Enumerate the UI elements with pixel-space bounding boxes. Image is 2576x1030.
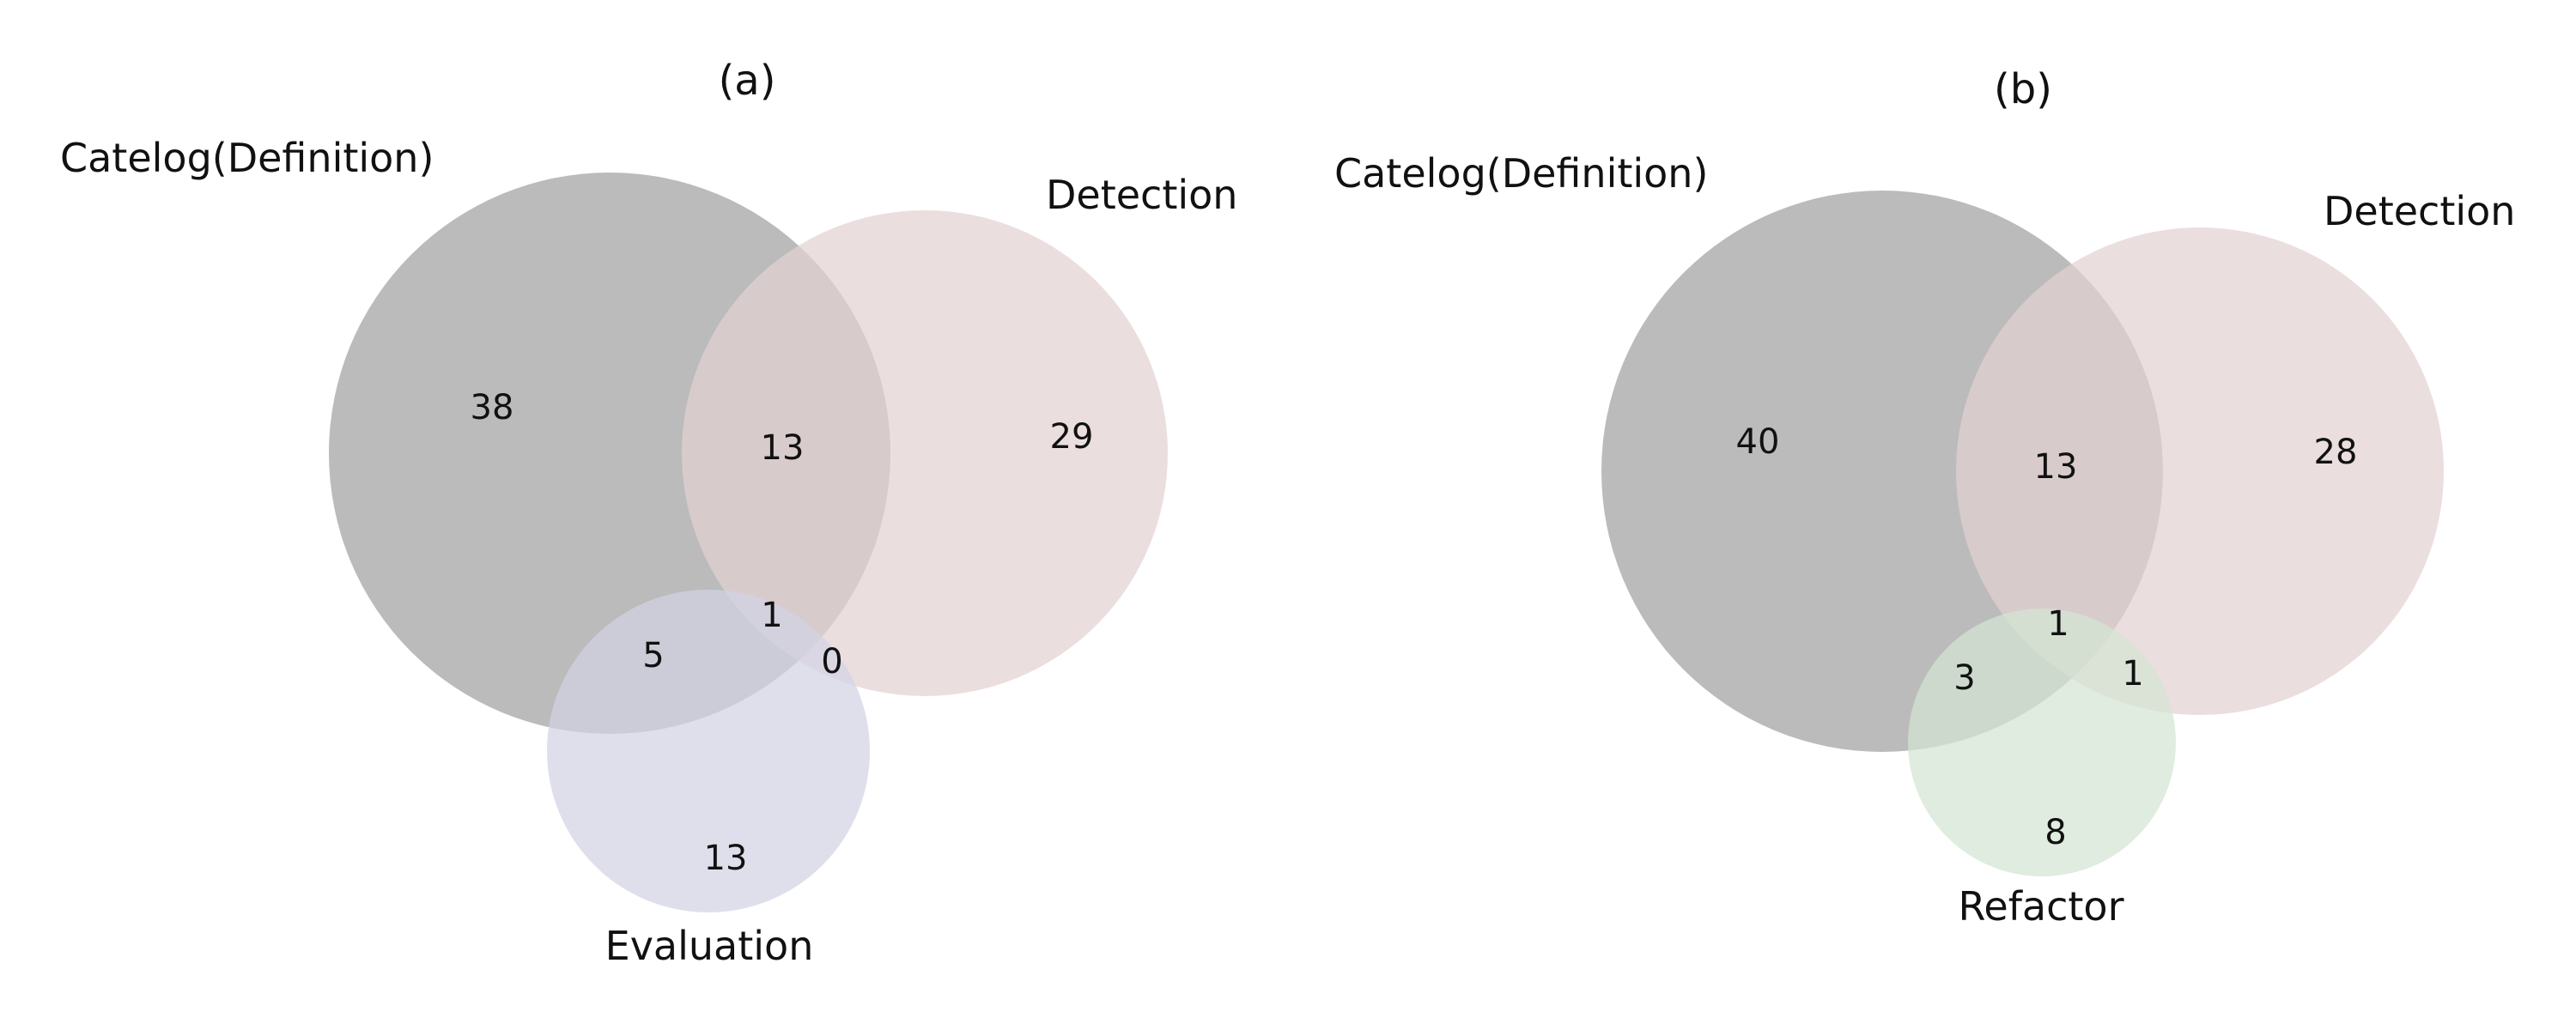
panel-a-count-only-catelog: 38 xyxy=(471,388,514,427)
venn-panel-b: (b) Catelog(Definition) Detection Refact… xyxy=(1334,65,2515,930)
panel-a-set-detection-circle xyxy=(682,210,1168,696)
panel-b-count-catelog-refactor: 3 xyxy=(1953,658,1975,698)
panel-b-set-refactor-label: Refactor xyxy=(1959,883,2124,930)
panel-a-set-catelog-label: Catelog(Definition) xyxy=(60,135,434,181)
panel-a-count-all-three: 1 xyxy=(761,596,782,635)
panel-a-set-evaluation-circle xyxy=(547,590,870,912)
panel-a-count-detection-evaluation: 0 xyxy=(821,642,842,682)
panel-b-count-detection-refactor: 1 xyxy=(2122,654,2143,694)
panel-a-title: (a) xyxy=(719,57,776,105)
panel-a-set-detection-label: Detection xyxy=(1046,172,1237,218)
panel-b-count-catelog-detection: 13 xyxy=(2034,447,2078,487)
panel-b-count-all-three: 1 xyxy=(2047,604,2069,644)
panel-a-set-evaluation-label: Evaluation xyxy=(605,923,814,969)
panel-b-set-refactor-circle xyxy=(1908,609,2176,876)
venn-panel-a: (a) Catelog(Definition) Detection Evalua… xyxy=(60,57,1237,969)
panel-b-title: (b) xyxy=(1994,65,2052,113)
panel-b-count-only-detection: 28 xyxy=(2314,433,2358,472)
panel-a-count-catelog-detection: 13 xyxy=(761,428,805,468)
panel-a-count-catelog-evaluation: 5 xyxy=(642,636,664,676)
panel-a-count-only-evaluation: 13 xyxy=(704,839,748,878)
panel-b-set-detection-circle xyxy=(1956,227,2444,715)
panel-b-set-catelog-label: Catelog(Definition) xyxy=(1334,150,1708,197)
panel-b-count-only-refactor: 8 xyxy=(2044,813,2066,852)
panel-b-count-only-catelog: 40 xyxy=(1736,422,1780,462)
panel-b-set-detection-label: Detection xyxy=(2324,188,2515,234)
panel-a-count-only-detection: 29 xyxy=(1050,417,1094,457)
